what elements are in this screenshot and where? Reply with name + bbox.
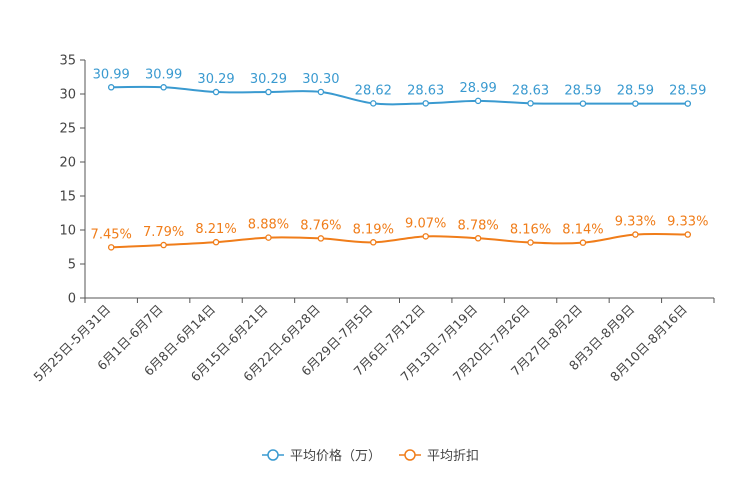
data-label: 8.88% xyxy=(248,218,289,233)
x-tick-label: 5月25日-5月31日 xyxy=(30,302,113,385)
data-label: 28.59 xyxy=(564,84,601,99)
data-point xyxy=(212,88,220,96)
data-label: 30.99 xyxy=(93,67,130,82)
legend-label: 平均折扣 xyxy=(427,449,479,464)
data-label: 8.16% xyxy=(510,223,551,238)
data-point xyxy=(632,231,639,238)
data-label: 7.79% xyxy=(143,225,184,240)
data-label: 28.59 xyxy=(669,84,706,99)
data-point xyxy=(265,88,272,96)
legend-item: 平均折扣 xyxy=(399,449,479,464)
data-label: 9.33% xyxy=(667,215,708,230)
data-label: 28.99 xyxy=(460,81,497,96)
legend-marker-icon xyxy=(267,449,279,461)
data-point xyxy=(527,239,534,246)
data-label: 30.30 xyxy=(302,72,339,87)
data-point xyxy=(265,234,272,241)
data-label: 28.63 xyxy=(407,83,444,98)
y-tick-label: 15 xyxy=(59,190,76,205)
data-point xyxy=(422,233,429,240)
series-avg-discount: 7.45% 7.79% 8.21% 8.88% 8.76% 8.19% 9.07% 8.78%… xyxy=(91,215,708,251)
data-point xyxy=(474,97,482,105)
legend-label: 平均价格（万） xyxy=(290,448,381,464)
data-point xyxy=(422,100,429,107)
data-point xyxy=(160,241,167,249)
data-label: 28.59 xyxy=(617,84,654,99)
series-line xyxy=(111,85,688,106)
y-tick-label: 25 xyxy=(59,122,76,137)
chart-series: 30.99 30.99 30.29 30.29 30.30 28.62 28.63 28.99… xyxy=(91,67,708,251)
data-point xyxy=(160,84,167,91)
data-label: 9.07% xyxy=(405,216,446,231)
data-label: 8.14% xyxy=(562,223,603,238)
data-label: 8.19% xyxy=(353,222,394,237)
data-label: 8.21% xyxy=(195,222,236,237)
data-label: 30.99 xyxy=(145,67,182,82)
y-tick-label: 30 xyxy=(59,88,76,103)
data-point xyxy=(370,239,377,246)
data-label: 8.76% xyxy=(300,218,341,233)
data-point xyxy=(474,235,482,242)
data-point xyxy=(370,100,377,107)
data-label: 28.63 xyxy=(512,83,549,98)
data-label: 28.62 xyxy=(355,83,392,98)
data-point xyxy=(212,238,220,246)
series-avg-price: 30.99 30.99 30.29 30.29 30.30 28.62 28.63 28.99… xyxy=(93,67,706,107)
legend-item: 平均价格（万） xyxy=(262,448,381,464)
data-point xyxy=(107,84,115,91)
y-tick-label: 20 xyxy=(59,156,76,171)
y-tick-label: 0 xyxy=(68,292,76,307)
data-label: 30.29 xyxy=(250,72,287,87)
data-point xyxy=(684,100,692,107)
data-point xyxy=(107,244,115,251)
data-point xyxy=(579,239,587,246)
data-point xyxy=(527,100,534,107)
series-line xyxy=(111,232,688,249)
data-point xyxy=(579,100,587,107)
data-point xyxy=(317,88,325,96)
y-tick-label: 10 xyxy=(59,224,76,239)
y-tick-label: 35 xyxy=(59,54,76,69)
data-label: 30.29 xyxy=(197,72,234,87)
legend-marker-icon xyxy=(404,449,416,461)
data-point xyxy=(632,100,639,107)
chart-legend: 平均价格（万） 平均折扣 xyxy=(262,448,479,464)
data-label: 9.33% xyxy=(615,215,656,230)
data-label: 7.45% xyxy=(91,227,132,242)
data-label: 8.78% xyxy=(457,218,498,233)
y-tick-label: 5 xyxy=(68,258,76,273)
data-point xyxy=(317,235,325,242)
data-point xyxy=(684,231,692,238)
